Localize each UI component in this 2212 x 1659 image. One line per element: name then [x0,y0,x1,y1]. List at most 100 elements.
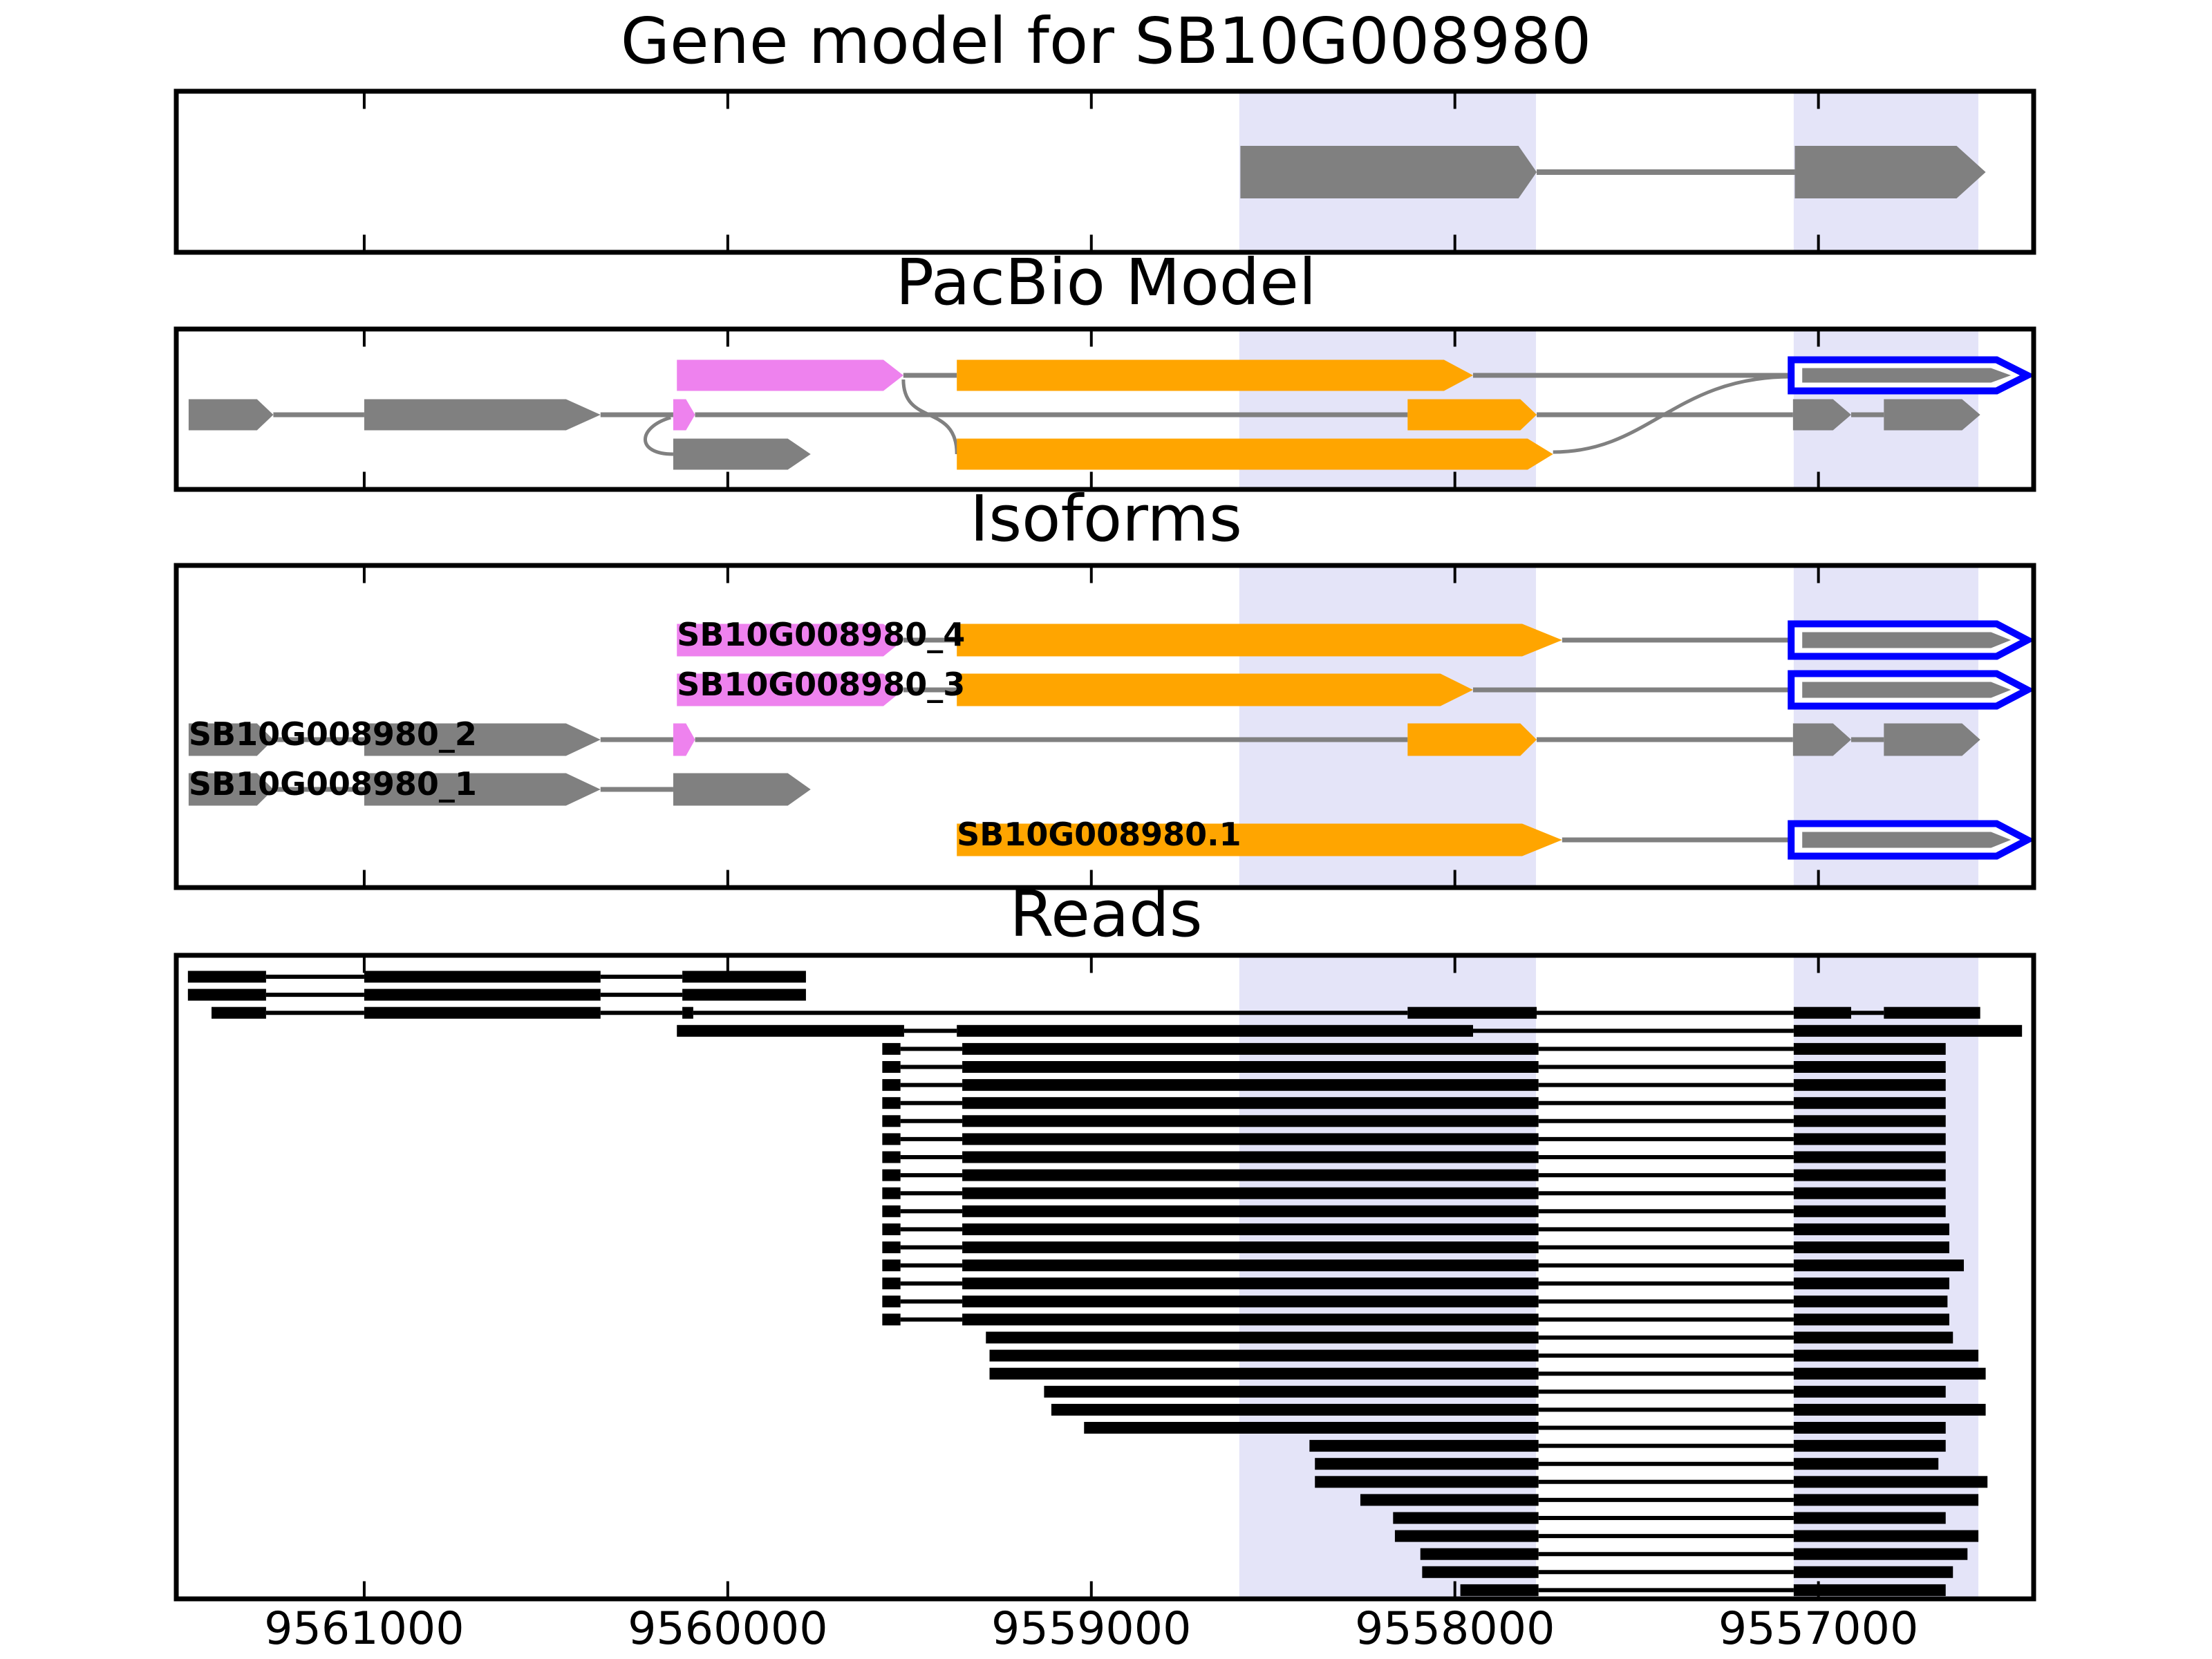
isoform-label: SB10G008980_1 [188,765,477,803]
blue-outlined-exon-fill [1802,682,2012,698]
read-exon [1793,1331,1953,1344]
read-exon [1422,1566,1539,1578]
read-exon [962,1151,1539,1163]
read-exon [1315,1476,1539,1488]
gray-exon [1792,399,1851,431]
read-exon [1793,1566,1953,1578]
blue-outlined-exon-fill [1802,368,2012,383]
read-exon [962,1097,1539,1109]
read-exon [962,1295,1539,1308]
reads-panel-title: Reads [1009,877,1203,951]
read-exon [1793,1277,1949,1290]
read-exon [882,1277,901,1290]
read-exon [882,1079,901,1091]
read-exon [1394,1530,1539,1542]
read-exon [1793,1042,1946,1055]
read-exon [1309,1440,1539,1452]
panel-border [174,953,2036,1602]
splice-curve [644,415,673,456]
pacbio-panel-title: PacBio Model [895,245,1317,319]
isoform-label: SB10G008980_2 [188,715,477,753]
violet-exon [677,359,903,391]
gray-exon [673,438,811,470]
read-exon [1793,1422,1946,1434]
read-exon [962,1205,1539,1217]
axis-tick-label: 9561000 [264,1603,465,1655]
read-exon [1084,1422,1539,1434]
read-exon [882,1151,901,1163]
gray-exon [1884,399,1980,431]
isoforms-panel-title: Isoforms [970,482,1242,556]
violet-exon [677,624,903,657]
read-exon [364,1006,601,1019]
read-exon [1884,1006,1980,1019]
read-exon [882,1097,901,1109]
read-exon [962,1187,1539,1199]
orange-exon [957,438,1553,470]
orange-exon [1407,723,1537,756]
read-exon [364,971,601,983]
axis-tick-label: 9559000 [991,1603,1192,1655]
read-exon [1393,1512,1539,1524]
read-exon [962,1042,1539,1055]
read-exon [1793,1259,1965,1272]
read-exon [1793,1367,1986,1380]
read-exon [1793,1512,1946,1524]
read-exon [1051,1403,1539,1416]
axis-tick-label: 9558000 [1354,1603,1555,1655]
read-exon [1793,1024,2023,1037]
read-exon [1360,1494,1539,1506]
gray-exon [188,773,274,806]
read-exon [1793,1476,1988,1488]
axis-tick-label: 9560000 [628,1603,828,1655]
read-exon [882,1241,901,1253]
read-exon [1793,1223,1949,1235]
violet-exon [673,723,695,756]
orange-exon [957,359,1474,391]
read-exon [1793,1006,1851,1019]
read-exon [962,1259,1539,1272]
read-exon [962,1061,1539,1073]
read-exon [1793,1403,1986,1416]
read-exon [882,1205,901,1217]
read-exon [1793,1548,1968,1560]
gray-exon [188,399,274,431]
read-exon [677,1024,904,1037]
read-exon [882,1133,901,1145]
orange-exon [957,823,1562,856]
blue-outlined-exon-fill [1802,632,2012,648]
read-exon [1793,1169,1946,1181]
gray-exon [1794,146,1986,198]
read-exon [882,1223,901,1235]
figure-title: Gene model for SB10G008980 [620,4,1592,78]
read-exon [1420,1548,1539,1560]
read-exon [882,1259,901,1272]
read-exon [1793,1133,1946,1145]
read-exon [882,1042,901,1055]
read-exon [882,1187,901,1199]
read-exon [986,1331,1539,1344]
read-exon [212,1006,266,1019]
read-exon [1793,1385,1946,1398]
read-exon [962,1277,1539,1290]
read-exon [682,1006,693,1019]
orange-exon [957,673,1474,706]
isoform-label: SB10G008980_4 [677,616,966,653]
gray-exon [364,723,601,756]
read-exon [1793,1349,1979,1362]
read-exon [962,1313,1539,1326]
panel-border [174,88,2036,255]
gray-exon [188,723,274,756]
read-exon [682,971,806,983]
gray-exon [1240,146,1537,198]
read-exon [1793,1115,1946,1127]
read-exon [1793,1097,1946,1109]
read-exon [962,1223,1539,1235]
gray-exon [364,773,601,806]
read-exon [187,988,266,1001]
read-exon [364,988,601,1001]
panel-border [174,326,2036,492]
read-exon [1793,1494,1979,1506]
